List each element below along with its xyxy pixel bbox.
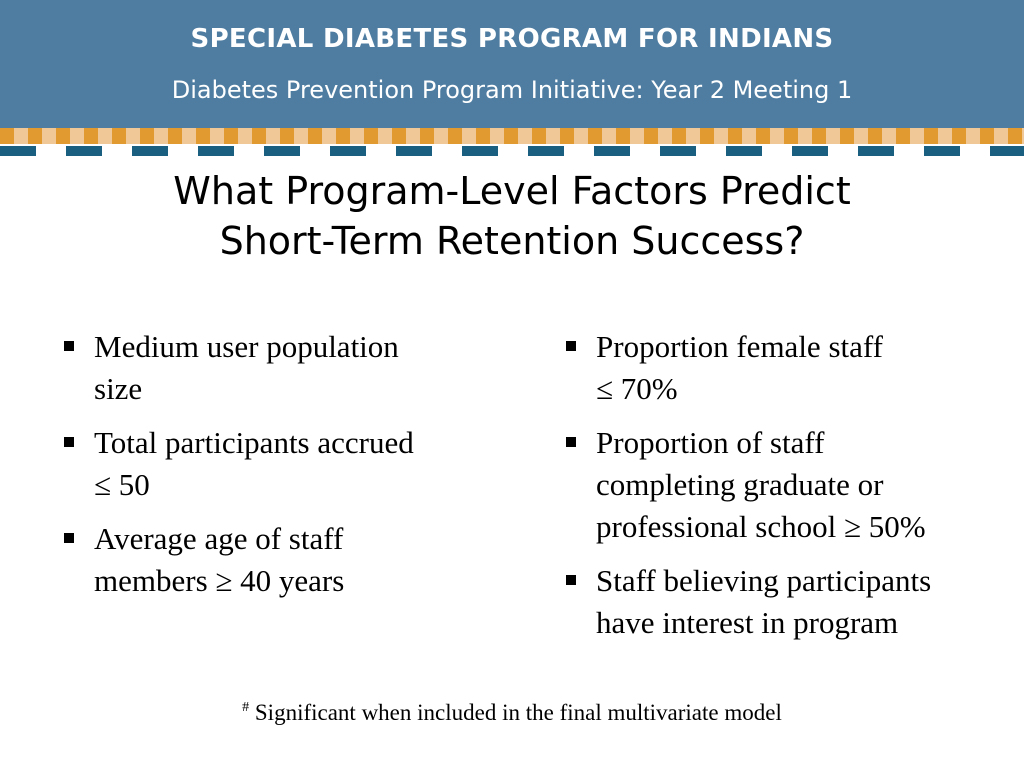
stripe-bar: [198, 146, 234, 156]
stripe-square: [504, 128, 518, 144]
stripe-square: [0, 128, 14, 144]
stripe-square: [196, 128, 210, 144]
bullet-text-line: members ≥ 40 years: [94, 563, 345, 598]
stripe-square: [364, 128, 378, 144]
stripe-square: [728, 128, 742, 144]
square-bullet-icon: [64, 341, 74, 351]
bullet-text-line: ≤ 50: [94, 467, 150, 502]
stripe-square: [1008, 128, 1022, 144]
stripe-bar: [990, 146, 1024, 156]
left-bullet-list: Medium user population size Total partic…: [64, 326, 494, 614]
bullet-text-line: Total participants accrued: [94, 425, 414, 460]
square-bullet-icon: [566, 575, 576, 585]
stripe-square: [336, 128, 350, 144]
stripe-square: [840, 128, 854, 144]
stripe-square: [140, 128, 154, 144]
stripe-square: [308, 128, 322, 144]
stripe-square: [896, 128, 910, 144]
stripe-square: [476, 128, 490, 144]
right-bullet-list: Proportion female staff ≤ 70% Proportion…: [566, 326, 1016, 656]
stripe-bar: [594, 146, 630, 156]
stripe-square: [112, 128, 126, 144]
bullet-text-line: Proportion of staff: [596, 425, 825, 460]
square-bullet-icon: [64, 437, 74, 447]
list-item: Proportion female staff ≤ 70%: [566, 326, 1016, 410]
list-item: Staff believing participants have intere…: [566, 560, 1016, 644]
stripe-square: [224, 128, 238, 144]
stripe-bar: [792, 146, 828, 156]
stripe-square: [448, 128, 462, 144]
stripe-bar: [462, 146, 498, 156]
stripe-bar: [858, 146, 894, 156]
stripe-bar: [0, 146, 36, 156]
slide-title-line1: What Program-Level Factors Predict: [173, 169, 851, 213]
stripe-bar: [924, 146, 960, 156]
bullet-text-line: size: [94, 371, 143, 406]
stripe-square: [588, 128, 602, 144]
square-bullet-icon: [566, 341, 576, 351]
stripe-square: [952, 128, 966, 144]
stripe-square: [420, 128, 434, 144]
bullet-text-line: Average age of staff: [94, 521, 344, 556]
stripe-square: [560, 128, 574, 144]
slide-title-line2: Short-Term Retention Success?: [219, 219, 805, 263]
bullet-text-line: Medium user population: [94, 329, 399, 364]
stripe-square: [280, 128, 294, 144]
stripe-square: [868, 128, 882, 144]
square-bullet-icon: [566, 437, 576, 447]
stripe-bar: [66, 146, 102, 156]
list-item: Proportion of staff completing graduate …: [566, 422, 1016, 548]
stripe-square: [644, 128, 658, 144]
list-item: Medium user population size: [64, 326, 494, 410]
header-banner: SPECIAL DIABETES PROGRAM FOR INDIANS Dia…: [0, 0, 1024, 128]
stripe-square: [784, 128, 798, 144]
program-subtitle: Diabetes Prevention Program Initiative: …: [171, 76, 853, 104]
stripe-square: [616, 128, 630, 144]
bullet-text-line: ≤ 70%: [596, 371, 678, 406]
bullet-text-line: completing graduate or: [596, 467, 884, 502]
stripe-square: [252, 128, 266, 144]
stripe-square: [812, 128, 826, 144]
stripe-square: [672, 128, 686, 144]
stripe-square: [168, 128, 182, 144]
list-item: Total participants accrued ≤ 50: [64, 422, 494, 506]
slide-title: What Program-Level Factors Predict Short…: [0, 166, 1024, 266]
stripe-square: [980, 128, 994, 144]
bullet-text-line: Staff believing participants: [596, 563, 932, 598]
stripe-bar: [330, 146, 366, 156]
stripe-square: [756, 128, 770, 144]
stripe-square: [84, 128, 98, 144]
stripe-bar: [132, 146, 168, 156]
stripe-square: [532, 128, 546, 144]
stripe-square: [924, 128, 938, 144]
stripe-bar: [660, 146, 696, 156]
stripe-bar: [264, 146, 300, 156]
decorative-stripe: [0, 128, 1024, 158]
stripe-bar: [726, 146, 762, 156]
stripe-square: [392, 128, 406, 144]
footnote-text: Significant when included in the final m…: [249, 700, 782, 725]
bullet-text-line: have interest in program: [596, 605, 899, 640]
list-item: Average age of staff members ≥ 40 years: [64, 518, 494, 602]
stripe-bar: [528, 146, 564, 156]
program-title: SPECIAL DIABETES PROGRAM FOR INDIANS: [190, 24, 834, 54]
stripe-square: [28, 128, 42, 144]
stripe-bar: [396, 146, 432, 156]
stripe-square: [700, 128, 714, 144]
footnote-marker: #: [242, 700, 250, 715]
stripe-square: [56, 128, 70, 144]
bullet-text-line: professional school ≥ 50%: [596, 509, 926, 544]
bullet-text-line: Proportion female staff: [596, 329, 883, 364]
footnote: # Significant when included in the final…: [0, 700, 1024, 726]
square-bullet-icon: [64, 533, 74, 543]
